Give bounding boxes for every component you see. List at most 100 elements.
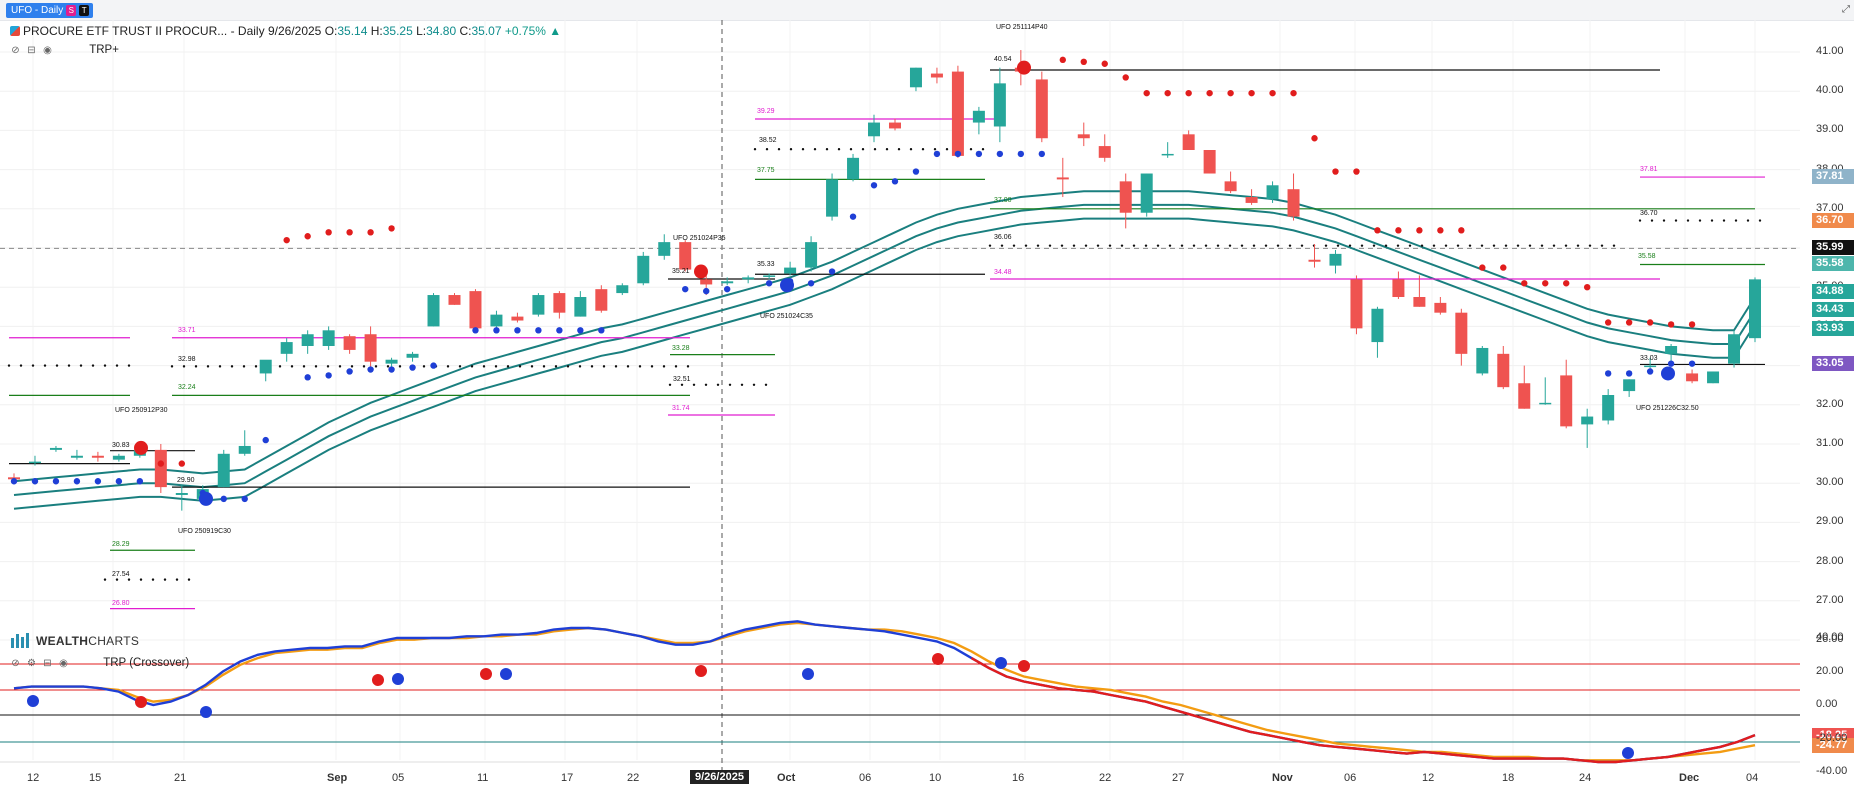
level-dot xyxy=(242,365,246,368)
time-axis-label: Oct xyxy=(777,772,796,784)
symbol-icon xyxy=(10,26,20,36)
tab-ufo-daily[interactable]: UFO - Daily S T xyxy=(6,3,94,18)
level-dot xyxy=(338,365,342,368)
sub-hide-icon[interactable]: ⊘ xyxy=(11,658,20,669)
candle-body xyxy=(1203,150,1216,174)
candle-body xyxy=(1749,279,1761,339)
level-dot xyxy=(175,578,179,581)
trp-support-dot xyxy=(828,268,836,275)
crossover-marker xyxy=(1018,660,1030,672)
resize-icon[interactable]: ⤢ xyxy=(1842,4,1850,15)
level-dot xyxy=(1686,219,1690,222)
crossover-marker xyxy=(802,668,814,680)
high-value: 35.25 xyxy=(382,24,413,38)
level-dot xyxy=(1024,244,1028,247)
crossover-marker xyxy=(135,696,147,708)
candle-body xyxy=(1098,146,1111,158)
level-dot xyxy=(1396,244,1400,247)
level-dot xyxy=(1012,244,1016,247)
level-dot xyxy=(1444,244,1448,247)
level-dot xyxy=(103,578,107,581)
trp-resistance-dot xyxy=(1101,60,1108,67)
chart-annotation: 38.52 xyxy=(759,137,777,144)
candle-body xyxy=(532,295,545,315)
bar-date: 9/26/2025 xyxy=(267,24,322,38)
level-dot xyxy=(1552,244,1556,247)
level-dot xyxy=(662,365,666,368)
trp-resistance-dot xyxy=(1604,319,1612,326)
chart-annotation: 29.90 xyxy=(177,477,195,484)
candle-body xyxy=(1287,189,1300,217)
indicator-name: TRP+ xyxy=(89,44,119,56)
level-dot xyxy=(1252,244,1256,247)
trp-support-dot xyxy=(682,285,689,293)
chart-annotation: 28.29 xyxy=(112,541,130,548)
indicator-legend: ⊘ ⊟ ◉ TRP+ xyxy=(10,44,119,56)
sub-settings-icon[interactable]: ⚙ xyxy=(27,658,36,669)
level-dot xyxy=(638,365,642,368)
trp-support-dot xyxy=(849,213,857,220)
low-label: L: xyxy=(416,24,427,38)
level-dot xyxy=(1300,244,1304,247)
price-tag: 37.81 xyxy=(1812,169,1854,185)
trp-red-line xyxy=(970,657,1756,764)
price-axis-label: 26.00 xyxy=(1816,633,1844,645)
candle-body xyxy=(1455,312,1468,354)
time-axis-label: 06 xyxy=(1344,772,1357,784)
level-dot xyxy=(386,365,390,368)
level-dot xyxy=(1600,244,1604,247)
chart-annotation: 35.33 xyxy=(757,261,775,268)
candle-body xyxy=(868,122,881,137)
level-dot xyxy=(1408,244,1412,247)
t-badge[interactable]: T xyxy=(79,4,90,16)
level-dot xyxy=(566,365,570,368)
chart-annotation: 37.00 xyxy=(994,197,1012,204)
level-dot xyxy=(1192,244,1196,247)
s-badge[interactable]: S xyxy=(66,4,77,16)
candle-body xyxy=(847,157,860,180)
candle-body xyxy=(1350,279,1363,329)
chart-annotation: 37.75 xyxy=(757,167,775,174)
trp-blue-line xyxy=(13,620,1756,764)
low-value: 34.80 xyxy=(426,24,457,38)
candle-body xyxy=(175,493,188,495)
level-dot xyxy=(1698,219,1702,222)
level-dot xyxy=(1516,244,1520,247)
crossover-marker xyxy=(695,665,707,677)
candle-body xyxy=(1728,334,1741,364)
level-dot xyxy=(1564,244,1568,247)
collapse-icon[interactable]: ⊟ xyxy=(27,45,36,56)
level-dot xyxy=(789,148,793,151)
time-axis-label: 16 xyxy=(1012,772,1025,784)
level-dot xyxy=(692,383,696,387)
band-line-1 xyxy=(13,203,1756,496)
price-axis-label: 39.00 xyxy=(1816,123,1844,136)
candle-body xyxy=(700,279,713,285)
price-axis-label: 37.00 xyxy=(1816,201,1844,214)
chart-annotation: 33.71 xyxy=(178,327,196,334)
level-dot xyxy=(1348,244,1352,247)
trp-support-dot xyxy=(514,327,521,334)
trp-support-dot xyxy=(430,362,437,369)
sub-collapse-icon[interactable]: ⊟ xyxy=(43,658,52,669)
high-label: H: xyxy=(370,24,383,38)
level-dot xyxy=(494,365,498,368)
candle-body xyxy=(1245,197,1258,203)
trp-support-dot xyxy=(409,364,416,371)
price-axis-label: 29.00 xyxy=(1816,515,1844,528)
eye-icon[interactable]: ◉ xyxy=(43,45,52,56)
candle-body xyxy=(972,110,985,123)
sub-eye-icon[interactable]: ◉ xyxy=(59,658,68,669)
trp-resistance-dot xyxy=(1688,321,1696,328)
hide-icon[interactable]: ⊘ xyxy=(11,45,20,56)
candle-body xyxy=(616,285,629,294)
trp-support-dot xyxy=(367,366,374,373)
candle-body xyxy=(511,316,524,321)
candle-body xyxy=(1392,279,1405,297)
sub-axis-label: 0.00 xyxy=(1816,698,1838,710)
level-dot xyxy=(350,365,354,368)
candle-body xyxy=(784,267,797,274)
price-axis-label: 31.00 xyxy=(1816,437,1844,449)
